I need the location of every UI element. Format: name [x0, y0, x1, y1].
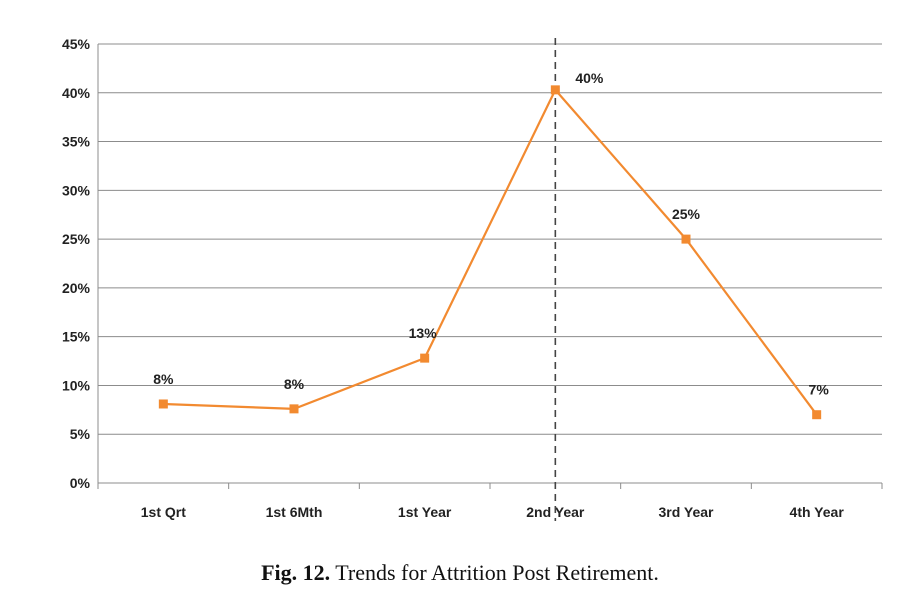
data-label: 13%: [409, 325, 438, 341]
gridlines: [98, 43, 882, 435]
figure-caption: Fig. 12. Trends for Attrition Post Retir…: [0, 560, 920, 586]
x-tick-label: 3rd Year: [658, 504, 714, 520]
data-labels: 8% 8% 13% 40% 25% 7%: [153, 70, 829, 398]
data-label: 8%: [153, 371, 174, 387]
y-tick-label: 40%: [62, 85, 91, 101]
data-point-marker: [289, 404, 299, 414]
data-point-marker: [550, 85, 560, 95]
y-tick-label: 45%: [62, 36, 91, 52]
y-axis-tick-labels: 0% 5% 10% 15% 20% 25% 30% 35% 40% 45%: [62, 36, 91, 491]
x-tick-label: 4th Year: [790, 504, 845, 520]
data-point-marker: [681, 234, 691, 244]
y-tick-label: 30%: [62, 182, 91, 198]
data-point-marker: [420, 353, 430, 363]
y-tick-label: 20%: [62, 280, 91, 296]
series-line: [163, 87, 818, 416]
data-label: 8%: [284, 376, 305, 392]
y-tick-label: 35%: [62, 134, 91, 150]
y-tick-label: 5%: [70, 426, 91, 442]
line-chart: 0% 5% 10% 15% 20% 25% 30% 35% 40% 45% 1st Qrt 1st …: [62, 36, 883, 521]
data-label: 25%: [672, 206, 701, 222]
figure-caption-label: Fig. 12.: [261, 560, 331, 585]
figure-caption-text: Trends for Attrition Post Retirement.: [335, 560, 659, 585]
data-label: 40%: [575, 70, 604, 86]
series-layer: [158, 85, 822, 420]
x-axis: 1st Qrt 1st 6Mth 1st Year 2nd Year 3rd Year 4…: [97, 44, 883, 520]
y-tick-label: 15%: [62, 329, 91, 345]
x-tick-label: 1st 6Mth: [266, 504, 323, 520]
data-label: 7%: [809, 382, 830, 398]
x-tick-label: 1st Year: [398, 504, 452, 520]
y-tick-label: 10%: [62, 377, 91, 393]
x-tick-label: 1st Qrt: [141, 504, 186, 520]
data-point-marker: [812, 410, 822, 420]
y-tick-label: 25%: [62, 231, 91, 247]
y-tick-label: 0%: [70, 475, 91, 491]
data-point-marker: [158, 399, 168, 409]
